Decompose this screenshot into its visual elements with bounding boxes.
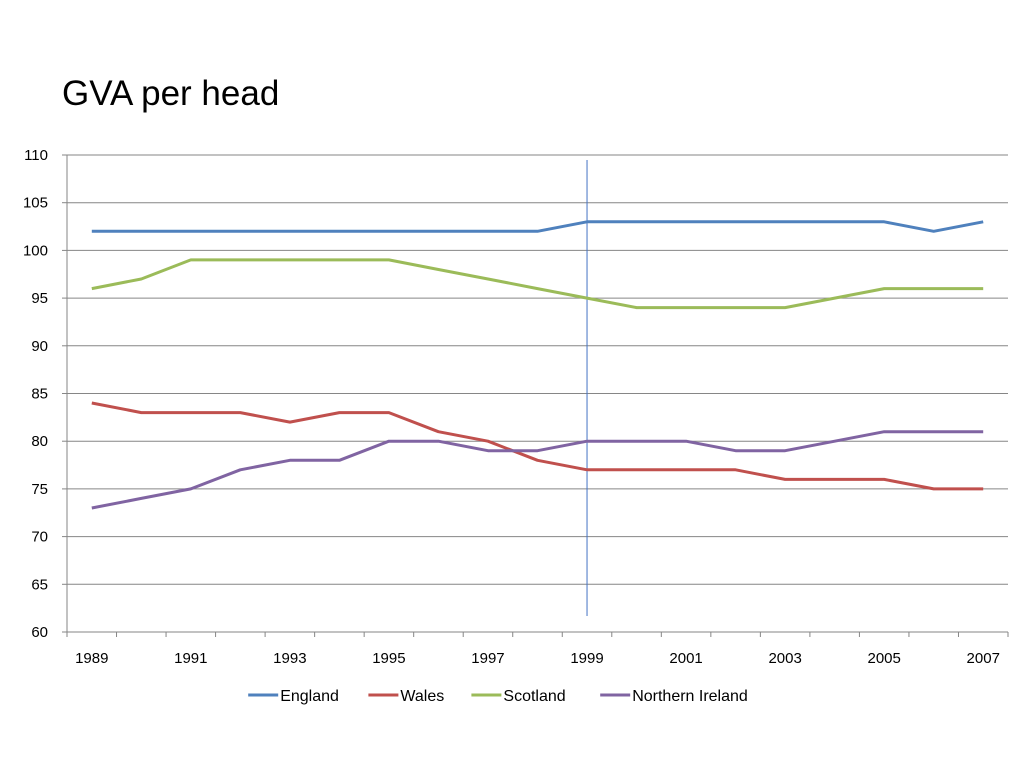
series-lines xyxy=(91,220,984,510)
x-tick-label: 2001 xyxy=(669,650,702,667)
gridlines xyxy=(67,154,1008,633)
x-tick-label: 1995 xyxy=(372,650,405,667)
legend-label-wales: Wales xyxy=(400,688,444,705)
x-tick-label: 2003 xyxy=(768,650,801,667)
y-tick-label: 75 xyxy=(31,481,48,498)
series-line-northern-ireland xyxy=(91,430,984,510)
x-tick-label: 1989 xyxy=(75,650,108,667)
legend-label-scotland: Scotland xyxy=(503,688,565,705)
chart-title: GVA per head xyxy=(62,74,280,113)
x-tick-label: 1999 xyxy=(570,650,603,667)
series-line-wales xyxy=(91,401,984,491)
series-line-scotland xyxy=(91,258,984,310)
x-tick-label: 2005 xyxy=(867,650,900,667)
y-tick-label: 100 xyxy=(23,242,48,259)
y-tick-label: 110 xyxy=(24,147,48,164)
axes xyxy=(62,154,1009,637)
y-tick-label: 85 xyxy=(31,386,48,403)
y-tick-label: 65 xyxy=(31,576,48,593)
x-tick-label: 1991 xyxy=(174,650,207,667)
y-tick-label: 105 xyxy=(23,195,48,212)
x-tick-label: 1997 xyxy=(471,650,504,667)
series-line-england xyxy=(91,220,984,233)
x-axis-tick-labels: 1989 1991 1993 1995 1997 1999 2001 2003 2005 2007 xyxy=(75,650,1000,667)
y-tick-label: 70 xyxy=(31,529,48,546)
legend: England Wales Scotland Northern Ireland xyxy=(248,688,748,705)
x-tick-label: 1993 xyxy=(273,650,306,667)
legend-label-northern-ireland: Northern Ireland xyxy=(632,688,748,705)
y-tick-label: 90 xyxy=(31,338,48,355)
y-tick-label: 95 xyxy=(31,290,48,307)
legend-label-england: England xyxy=(280,688,339,705)
y-tick-label: 80 xyxy=(31,433,48,450)
y-axis-tick-labels: 60 65 70 75 80 85 90 95 100 105 110 xyxy=(23,147,48,641)
x-tick-label: 2007 xyxy=(967,650,1000,667)
y-tick-label: 60 xyxy=(31,624,48,641)
